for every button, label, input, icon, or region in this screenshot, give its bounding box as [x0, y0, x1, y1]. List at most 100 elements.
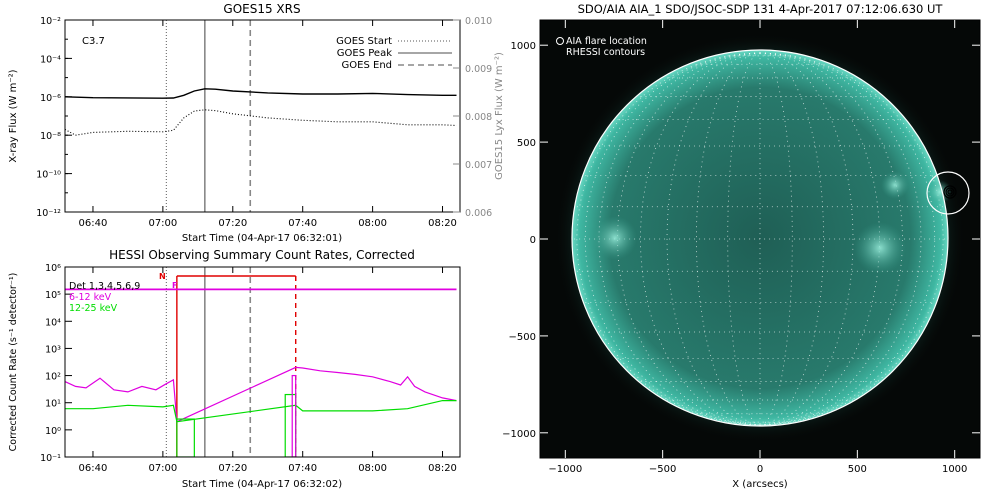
- hessi-title: HESSI Observing Summary Count Rates, Cor…: [109, 248, 415, 262]
- solar-limb: [571, 49, 949, 427]
- hessi-panel: HESSI Observing Summary Count Rates, Cor…: [8, 248, 461, 490]
- goes-y2tick-label-4: 0.006: [465, 208, 492, 219]
- aia-xtick-label-1: −500: [649, 464, 676, 475]
- hessi-ytick-label-3: 10³: [45, 344, 61, 355]
- longitude-grid-line: [759, 52, 854, 426]
- active-region-west: [854, 222, 906, 274]
- goes-ytick-label-2: 10⁻⁶: [40, 93, 61, 104]
- aia-ytick-label-2: 0: [530, 235, 536, 246]
- legend-6-12-kev: 6-12 keV: [69, 292, 112, 303]
- goes-ytick-label-3: 10⁻⁸: [40, 131, 61, 142]
- hessi-ytick-label-1: 10⁵: [45, 290, 61, 301]
- goes-y2tick-label-2: 0.008: [465, 112, 492, 123]
- hessi-xlabel: Start Time (04-Apr-17 06:32:02): [182, 479, 342, 490]
- legend-goes-peak: GOES Peak: [337, 48, 392, 59]
- rhessi-contour-1: [943, 185, 957, 199]
- hessi-axes-frame: [64, 266, 461, 458]
- goes-ylabel: X-ray Flux (W m⁻²): [8, 69, 19, 162]
- goes-axes: 06:40 07:00 07:20 07:40 08:00 08:20 10⁻² 10⁻⁴ 10…: [36, 16, 492, 229]
- hessi-plot-area: [65, 267, 457, 457]
- goes-ytick-label-4: 10⁻¹⁰: [36, 170, 61, 181]
- goes-y2tick-label-1: 0.009: [465, 64, 492, 75]
- hessi-xtick-label-0: 06:40: [79, 463, 108, 474]
- goes-series-1: [65, 109, 457, 136]
- aia-ytick-label-4: −1000: [502, 429, 536, 440]
- hessi-ytick-label-7: 10⁻¹: [40, 453, 61, 464]
- aia-title: SDO/AIA AIA_1 SDO/JSOC-SDP 131 4-Apr-201…: [578, 2, 944, 16]
- hessi-series-1: [65, 400, 457, 423]
- goes-xtick-label-1: 07:00: [148, 218, 177, 229]
- goes-series-0: [65, 88, 457, 99]
- goes-y2tick-label-0: 0.010: [465, 16, 492, 27]
- hessi-ytick-label-6: 10⁰: [45, 426, 61, 437]
- aia-overlays: [574, 52, 946, 426]
- hessi-xtick-label-3: 07:40: [288, 463, 317, 474]
- aia-ytick-label-3: −500: [509, 332, 536, 343]
- hessi-xtick-label-4: 08:00: [358, 463, 387, 474]
- goes-xtick-label-3: 07:40: [288, 218, 317, 229]
- hessi-xtick-label-1: 07:00: [148, 463, 177, 474]
- longitude-grid-line: [640, 52, 761, 426]
- goes-legend: GOES Start GOES Peak GOES End: [336, 36, 452, 71]
- goes-axes-frame: [64, 19, 461, 213]
- legend-12-25-kev: 12-25 keV: [69, 303, 118, 314]
- hessi-xtick-label-5: 08:20: [428, 463, 457, 474]
- goes-y2label: GOES15 Lyx Flux (W m⁻²): [494, 52, 505, 180]
- hessi-ylabel: Corrected Count Rate (s⁻¹ detector⁻¹): [8, 273, 19, 452]
- legend-detectors: Det 1,3,4,5,6,9: [69, 281, 140, 292]
- hessi-axes: 06:40 07:00 07:20 07:40 08:00 08:20 10⁶ 10⁵ 10⁴ 1…: [40, 263, 457, 474]
- legend-aia-symbol: [556, 37, 564, 45]
- night-dropout-green-2: [284, 393, 297, 457]
- goes-plot-area: [65, 20, 457, 212]
- hessi-xtick-label-2: 07:20: [218, 463, 247, 474]
- aia-panel: SDO/AIA AIA_1 SDO/JSOC-SDP 131 4-Apr-201…: [502, 2, 981, 490]
- aia-axes: −1000 −500 0 500 1000 1000 500 0 −500 −1000: [502, 20, 980, 475]
- flare-flag-label: F: [172, 281, 177, 290]
- aia-xtick-label-4: 1000: [942, 464, 967, 475]
- aia-xtick-label-2: 0: [757, 464, 763, 475]
- rhessi-contour-3: [947, 189, 953, 195]
- hessi-ytick-label-4: 10²: [45, 372, 61, 383]
- longitude-grid-line: [759, 52, 903, 426]
- goes-title: GOES15 XRS: [223, 2, 300, 16]
- aia-xtick-label-0: −1000: [548, 464, 582, 475]
- goes-xtick-label-4: 08:00: [358, 218, 387, 229]
- longitude-grid-line: [617, 52, 761, 426]
- goes-y2tick-label-3: 0.007: [465, 160, 492, 171]
- hessi-ytick-label-2: 10⁴: [45, 317, 61, 328]
- rhessi-contours: [943, 185, 957, 199]
- aia-ytick-label-1: 500: [517, 138, 536, 149]
- aia-xtick-label-3: 500: [848, 464, 867, 475]
- hessi-ytick-label-5: 10¹: [45, 399, 61, 410]
- longitude-grid-line: [759, 52, 880, 426]
- longitude-grid-line: [666, 52, 761, 426]
- flare-brightening: [928, 180, 952, 204]
- active-region-east: [593, 216, 637, 260]
- longitude-grid-line: [576, 52, 761, 426]
- legend-rhessi-contours: RHESSI contours: [566, 47, 645, 58]
- hessi-legend: Det 1,3,4,5,6,9 6-12 keV 12-25 keV: [69, 281, 140, 314]
- longitude-grid-line: [759, 52, 944, 426]
- flare-location-marker: [926, 171, 970, 215]
- goes-ytick-label-1: 10⁻⁴: [40, 54, 61, 65]
- legend-goes-end: GOES End: [342, 60, 392, 71]
- legend-goes-start: GOES Start: [336, 36, 392, 47]
- hessi-series-0: [65, 366, 457, 423]
- night-flag-label: N: [159, 272, 166, 281]
- aia-image: AIA flare location RHESSI contours: [540, 20, 980, 458]
- goes-class-label: C3.7: [82, 36, 105, 47]
- goes-xtick-label-0: 06:40: [79, 218, 108, 229]
- night-dropout-green: [176, 418, 195, 457]
- aia-ytick-label-0: 1000: [511, 41, 536, 52]
- goes-xtick-label-5: 08:20: [428, 218, 457, 229]
- goes-ytick-label-5: 10⁻¹²: [36, 208, 61, 219]
- active-region-northwest: [881, 171, 909, 199]
- goes-xrs-panel: GOES15 XRS C3.7 06:40 07:00 07:20 07:40 08:0…: [8, 2, 505, 244]
- hessi-ytick-label-0: 10⁶: [45, 263, 61, 274]
- aia-legend: AIA flare location RHESSI contours: [556, 36, 647, 58]
- aia-xlabel: X (arcsecs): [732, 479, 788, 490]
- rhessi-contour-2: [945, 187, 955, 197]
- goes-xtick-label-2: 07:20: [218, 218, 247, 229]
